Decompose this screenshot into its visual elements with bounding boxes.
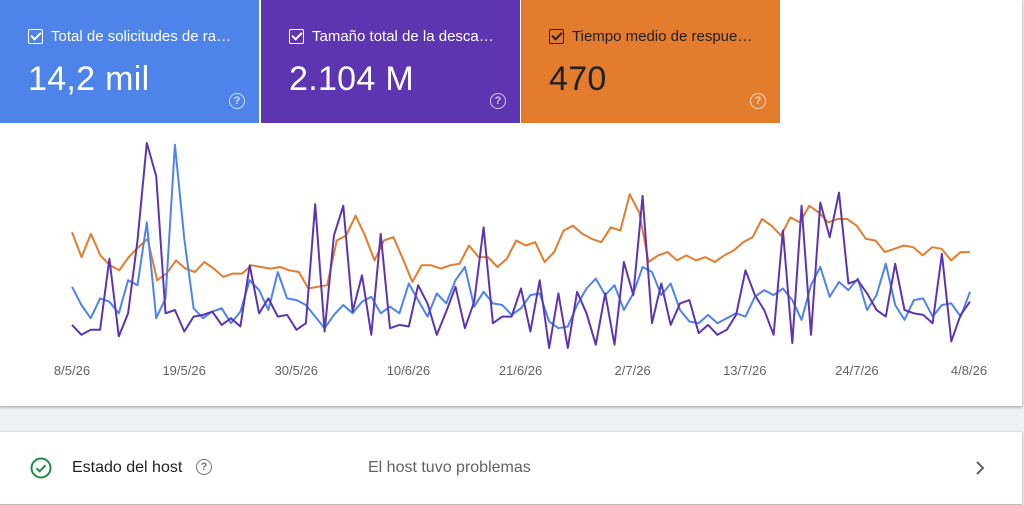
x-tick-label: 13/7/26 xyxy=(723,363,766,378)
series-line-2 xyxy=(71,142,971,349)
metric-avg-response-time[interactable]: Tiempo medio de respuest… 470 ? xyxy=(521,0,780,123)
metric-label: Tamaño total de la descar… xyxy=(312,27,498,45)
metric-label: Total de solicitudes de ras… xyxy=(51,27,237,45)
check-circle-icon xyxy=(30,457,52,479)
series-line-1 xyxy=(71,143,971,330)
help-icon[interactable]: ? xyxy=(229,93,245,109)
x-tick-label: 2/7/26 xyxy=(615,363,651,378)
x-tick-label: 30/5/26 xyxy=(275,363,318,378)
x-tick-label: 10/6/26 xyxy=(387,363,430,378)
metric-total-download-size[interactable]: Tamaño total de la descar… 2.104 M ? xyxy=(261,0,520,123)
metric-checkbox[interactable] xyxy=(28,28,43,44)
host-status-label: Estado del host xyxy=(72,459,183,476)
metric-label: Tiempo medio de respuest… xyxy=(572,27,758,45)
metric-value: 470 xyxy=(549,60,607,98)
metric-value: 14,2 mil xyxy=(28,60,150,98)
help-icon[interactable]: ? xyxy=(196,459,212,475)
x-tick-label: 21/6/26 xyxy=(499,363,542,378)
x-tick-label: 4/8/26 xyxy=(951,363,987,378)
host-status-row[interactable]: Estado del host ? El host tuvo problemas xyxy=(0,432,1022,504)
line-chart: 8/5/26 19/5/26 30/5/26 10/6/26 21/6/26 2/7/26… xyxy=(54,142,987,378)
x-tick-label: 24/7/26 xyxy=(835,363,878,378)
chevron-right-icon[interactable] xyxy=(970,458,990,478)
metric-checkbox[interactable] xyxy=(549,28,564,44)
crawl-stats-card: Total de solicitudes de ras… 14,2 mil ? … xyxy=(0,0,1022,406)
metric-checkbox[interactable] xyxy=(289,28,304,44)
help-icon[interactable]: ? xyxy=(750,93,766,109)
x-tick-label: 19/5/26 xyxy=(162,363,205,378)
help-icon[interactable]: ? xyxy=(490,93,506,109)
host-status-value: El host tuvo problemas xyxy=(368,459,531,476)
metric-value: 2.104 M xyxy=(289,60,414,98)
x-tick-label: 8/5/26 xyxy=(54,363,90,378)
metric-total-requests[interactable]: Total de solicitudes de ras… 14,2 mil ? xyxy=(0,0,259,123)
